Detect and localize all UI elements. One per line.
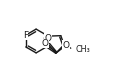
Text: CH₃: CH₃ [75, 45, 90, 54]
Text: N: N [63, 43, 69, 52]
Text: O: O [62, 41, 69, 50]
Text: O: O [45, 34, 52, 43]
Text: O: O [42, 39, 49, 48]
Text: F: F [23, 31, 28, 40]
